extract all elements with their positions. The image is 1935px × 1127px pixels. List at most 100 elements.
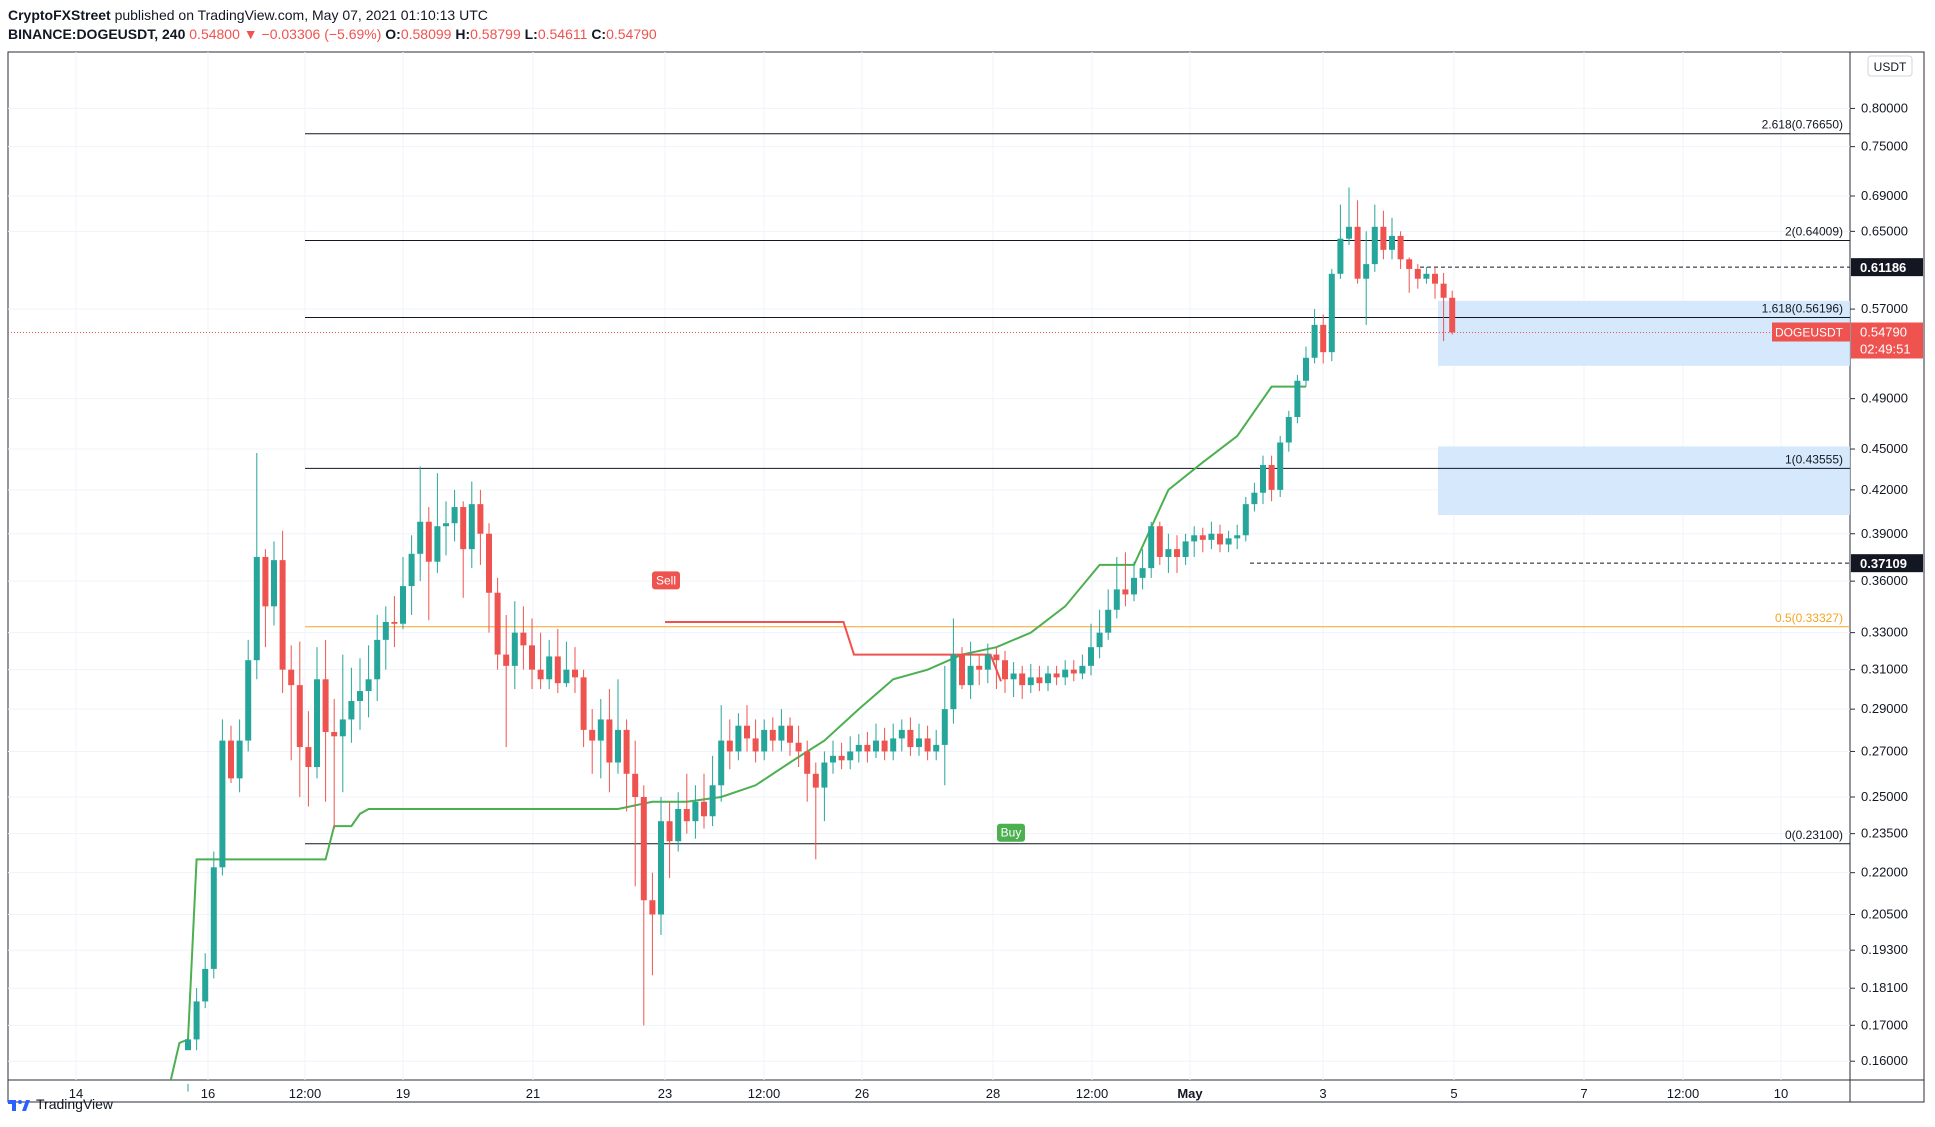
candle-body <box>1088 647 1094 666</box>
author-name[interactable]: CryptoFXStreet <box>8 7 111 23</box>
y-tick-label: 0.42000 <box>1861 482 1908 497</box>
candle-body <box>615 729 621 763</box>
y-tick-label: 0.69000 <box>1861 188 1908 203</box>
y-tick-label: 0.27000 <box>1861 743 1908 758</box>
candle-body <box>219 740 226 868</box>
candle-body <box>1165 549 1172 557</box>
candle-body <box>1432 273 1438 284</box>
candle-body <box>468 504 475 550</box>
candle-body <box>1199 535 1206 540</box>
candle-body <box>193 1001 200 1040</box>
candle-body <box>864 744 871 752</box>
symbol-tag-label: DOGEUSDT <box>1775 326 1844 340</box>
candle-body <box>563 669 570 684</box>
y-tick-label: 0.16000 <box>1861 1053 1908 1068</box>
y-tick-label: 0.80000 <box>1861 100 1908 115</box>
candle-body <box>873 740 879 752</box>
candle-body <box>1010 673 1017 680</box>
y-tick-label: 0.22000 <box>1861 865 1908 880</box>
candle-body <box>1354 226 1361 279</box>
candle-body <box>1303 357 1309 381</box>
candle-body <box>1346 226 1352 239</box>
candle-body <box>1148 526 1155 569</box>
candle-body <box>993 654 1000 661</box>
candle-body <box>1019 673 1026 686</box>
countdown-timer: 02:49:51 <box>1860 342 1911 357</box>
candle-body <box>279 560 286 670</box>
y-tick-label: 0.17000 <box>1861 1017 1908 1032</box>
y-tick-label: 0.49000 <box>1861 391 1908 406</box>
candle-body <box>941 709 948 745</box>
candle-body <box>305 747 312 767</box>
candle-body <box>838 755 845 761</box>
candle-body <box>606 719 613 763</box>
y-tick-label: 0.19300 <box>1861 942 1908 957</box>
candle-body <box>821 762 828 788</box>
candle-body <box>425 521 432 562</box>
fib-level-label: 1.618(0.56196) <box>1762 302 1843 316</box>
candle-body <box>683 808 690 822</box>
candle-body <box>460 507 467 550</box>
low-label: L: <box>524 26 538 42</box>
candle-body <box>314 679 320 767</box>
candle-body <box>666 821 673 842</box>
candle-body <box>1285 417 1292 443</box>
candle-body <box>1002 660 1008 680</box>
candle-body <box>744 725 750 739</box>
candle-body <box>898 729 905 739</box>
y-tick-label: 0.18100 <box>1861 980 1908 995</box>
open-label: O: <box>385 26 401 42</box>
candle-body <box>804 751 811 774</box>
candle-body <box>950 654 957 710</box>
candle-body <box>1449 297 1456 333</box>
symbol-tag <box>1772 322 1850 342</box>
candle-body <box>1070 669 1077 674</box>
candle-body <box>1277 442 1284 490</box>
candle-body <box>597 719 604 741</box>
candle-body <box>967 665 974 686</box>
price-level-label: 0.37109 <box>1860 556 1907 571</box>
candle-body <box>382 621 389 640</box>
candle-body <box>417 521 424 554</box>
candle-body <box>761 729 768 752</box>
candle-body <box>1406 259 1413 269</box>
symbol-label[interactable]: BINANCE:DOGEUSDT, 240 <box>8 26 186 42</box>
x-tick-label: 16 <box>201 1086 215 1101</box>
tradingview-brand[interactable]: TradingView <box>36 1096 114 1112</box>
fib-level-label: 2(0.64009) <box>1785 224 1843 238</box>
candle-body <box>1156 526 1163 557</box>
candle-body <box>1217 533 1223 545</box>
sell-signal-label: Sell <box>656 573 676 587</box>
candle-body <box>408 553 415 587</box>
candle-body <box>1174 549 1180 557</box>
candle-body <box>1311 324 1318 358</box>
candle-body <box>202 968 209 1002</box>
candle-body <box>537 669 544 680</box>
candle-body <box>1182 541 1189 557</box>
y-tick-label: 0.36000 <box>1861 573 1908 588</box>
candle-body <box>924 738 931 752</box>
y-tick-label: 0.29000 <box>1861 701 1908 716</box>
y-tick-label: 0.23500 <box>1861 826 1908 841</box>
x-tick-label: 23 <box>658 1086 672 1101</box>
candle-body <box>795 742 802 752</box>
y-tick-label: 0.65000 <box>1861 223 1908 238</box>
fib-level-label: 1(0.43555) <box>1785 452 1843 466</box>
close-value: 0.54790 <box>606 26 657 42</box>
buy-signal-badge <box>997 823 1025 842</box>
candle-body <box>1389 235 1395 250</box>
high-label: H: <box>455 26 471 42</box>
x-tick-label: 26 <box>855 1086 869 1101</box>
candle-body <box>1053 673 1060 678</box>
candle-body <box>477 504 484 534</box>
buy-signal-label: Buy <box>1001 826 1022 840</box>
x-tick-label: 21 <box>526 1086 540 1101</box>
candle-body <box>511 632 518 666</box>
x-tick-label: 12:00 <box>748 1086 781 1101</box>
x-tick-label: 12:00 <box>1667 1086 1700 1101</box>
candle-body <box>253 556 260 661</box>
currency-label: USDT <box>1874 60 1907 74</box>
candle-body <box>357 691 363 702</box>
candle-body <box>1251 492 1258 505</box>
